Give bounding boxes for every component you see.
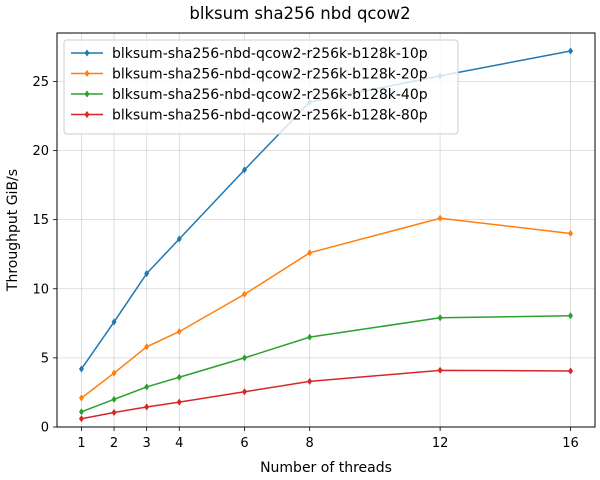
data-point — [111, 369, 117, 377]
legend-marker — [84, 69, 90, 78]
series-line — [80, 217, 571, 399]
x-tick-label: 3 — [143, 436, 151, 451]
legend-item: blksum-sha256-nbd-qcow2-r256k-b128k-40p — [71, 87, 428, 103]
data-point — [144, 403, 150, 411]
legend-item: blksum-sha256-nbd-qcow2-r256k-b128k-80p — [71, 108, 428, 124]
data-point — [176, 398, 182, 406]
chart-title: blksum sha256 nbd qcow2 — [189, 4, 410, 23]
x-tick-label: 2 — [110, 436, 118, 451]
y-axis-ticks: 0 5 10 15 20 25 — [32, 75, 57, 436]
legend-label: blksum-sha256-nbd-qcow2-r256k-b128k-20p — [112, 67, 428, 83]
data-point — [241, 354, 248, 362]
data-point — [78, 394, 84, 402]
data-point — [307, 249, 313, 257]
data-point — [437, 214, 443, 222]
plot-frame — [56, 32, 596, 428]
x-tick-label: 1 — [77, 436, 85, 451]
data-point — [111, 395, 117, 403]
data-point — [241, 388, 248, 396]
data-point — [78, 408, 84, 416]
y-tick-label: 10 — [32, 282, 49, 297]
series-4 — [78, 366, 574, 423]
legend-label: blksum-sha256-nbd-qcow2-r256k-b128k-80p — [112, 108, 428, 124]
legend-marker — [84, 49, 90, 57]
series-line — [81, 314, 571, 413]
data-point — [241, 290, 248, 298]
legend-box — [63, 39, 459, 135]
x-tick-label: 12 — [432, 436, 449, 451]
x-tick-label: 8 — [306, 436, 314, 451]
data-point — [307, 333, 313, 341]
legend-marker — [84, 110, 90, 119]
legend-marker — [84, 90, 90, 98]
data-point — [111, 318, 117, 326]
x-tick-label: 4 — [175, 436, 183, 451]
data-point — [567, 367, 574, 375]
data-point — [176, 373, 182, 381]
series-3 — [78, 312, 574, 416]
legend-item: blksum-sha256-nbd-qcow2-r256k-b128k-20p — [71, 67, 428, 83]
y-tick-label: 5 — [41, 351, 49, 366]
data-point — [144, 343, 150, 351]
data-point — [437, 314, 443, 322]
y-tick-label: 15 — [32, 213, 49, 228]
x-axis-label: Number of threads — [260, 460, 392, 476]
data-point — [567, 229, 574, 238]
data-point — [144, 383, 150, 391]
legend-label: blksum-sha256-nbd-qcow2-r256k-b128k-10p — [112, 46, 428, 62]
legend-item: blksum-sha256-nbd-qcow2-r256k-b128k-10p — [71, 46, 428, 62]
y-tick-label: 20 — [32, 144, 49, 159]
legend-label: blksum-sha256-nbd-qcow2-r256k-b128k-40p — [112, 87, 428, 103]
y-tick-label: 0 — [41, 421, 49, 436]
data-point — [176, 235, 182, 243]
x-tick-label: 16 — [562, 436, 579, 451]
data-point — [307, 377, 313, 386]
data-point — [241, 166, 248, 174]
data-point — [567, 47, 574, 55]
y-tick-label: 25 — [32, 75, 49, 90]
x-axis-ticks: 1 2 3 4 6 8 12 16 — [77, 427, 579, 451]
series-line — [81, 369, 571, 420]
data-point — [176, 327, 182, 336]
y-axis-label: Throughput GiB/s — [5, 169, 21, 292]
data-point — [567, 312, 574, 320]
data-point — [78, 365, 84, 373]
series-2 — [78, 214, 574, 402]
data-point — [78, 415, 84, 423]
x-tick-label: 6 — [240, 436, 248, 451]
data-point — [111, 408, 117, 417]
data-point — [144, 269, 150, 278]
legend: blksum-sha256-nbd-qcow2-r256k-b128k-10p b… — [63, 39, 459, 135]
data-point — [437, 366, 443, 374]
